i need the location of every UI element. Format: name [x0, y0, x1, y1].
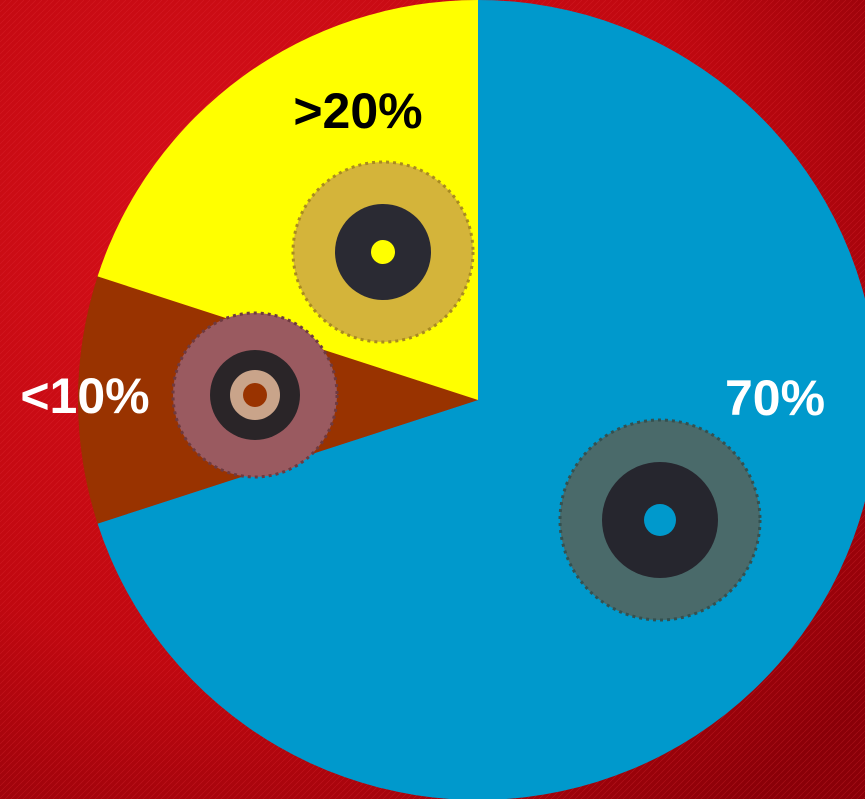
value-label: 70%: [725, 370, 825, 426]
flap-disc-green: [558, 418, 762, 622]
flap-disc-brown: [171, 311, 339, 479]
value-label: <10%: [20, 368, 149, 424]
labels: 70% <10% >20%: [20, 83, 825, 426]
flap-disc-yellow: [291, 160, 475, 344]
value-label: >20%: [293, 83, 422, 139]
